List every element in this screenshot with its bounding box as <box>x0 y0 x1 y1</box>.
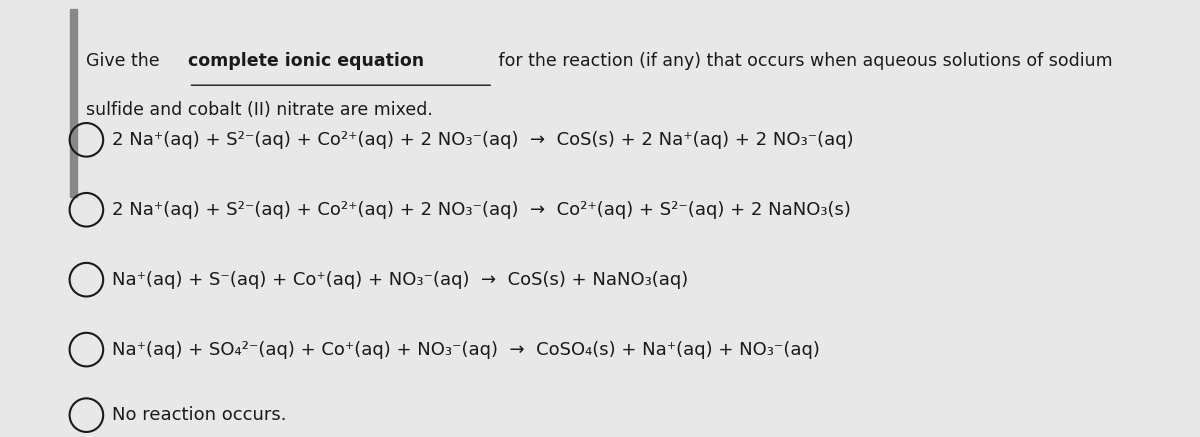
Text: for the reaction (if any) that occurs when aqueous solutions of sodium: for the reaction (if any) that occurs wh… <box>493 52 1112 70</box>
Text: Give the: Give the <box>86 52 166 70</box>
Text: Na⁺(aq) + SO₄²⁻(aq) + Co⁺(aq) + NO₃⁻(aq)  →  CoSO₄(s) + Na⁺(aq) + NO₃⁻(aq): Na⁺(aq) + SO₄²⁻(aq) + Co⁺(aq) + NO₃⁻(aq)… <box>112 340 820 359</box>
Text: Na⁺(aq) + S⁻(aq) + Co⁺(aq) + NO₃⁻(aq)  →  CoS(s) + NaNO₃(aq): Na⁺(aq) + S⁻(aq) + Co⁺(aq) + NO₃⁻(aq) → … <box>112 271 688 289</box>
Text: No reaction occurs.: No reaction occurs. <box>112 406 286 424</box>
FancyBboxPatch shape <box>70 9 77 197</box>
Text: sulfide and cobalt (II) nitrate are mixed.: sulfide and cobalt (II) nitrate are mixe… <box>86 101 433 118</box>
Text: complete ionic equation: complete ionic equation <box>188 52 425 70</box>
Text: 2 Na⁺(aq) + S²⁻(aq) + Co²⁺(aq) + 2 NO₃⁻(aq)  →  Co²⁺(aq) + S²⁻(aq) + 2 NaNO₃(s): 2 Na⁺(aq) + S²⁻(aq) + Co²⁺(aq) + 2 NO₃⁻(… <box>112 201 851 219</box>
Text: 2 Na⁺(aq) + S²⁻(aq) + Co²⁺(aq) + 2 NO₃⁻(aq)  →  CoS(s) + 2 Na⁺(aq) + 2 NO₃⁻(aq): 2 Na⁺(aq) + S²⁻(aq) + Co²⁺(aq) + 2 NO₃⁻(… <box>112 131 853 149</box>
